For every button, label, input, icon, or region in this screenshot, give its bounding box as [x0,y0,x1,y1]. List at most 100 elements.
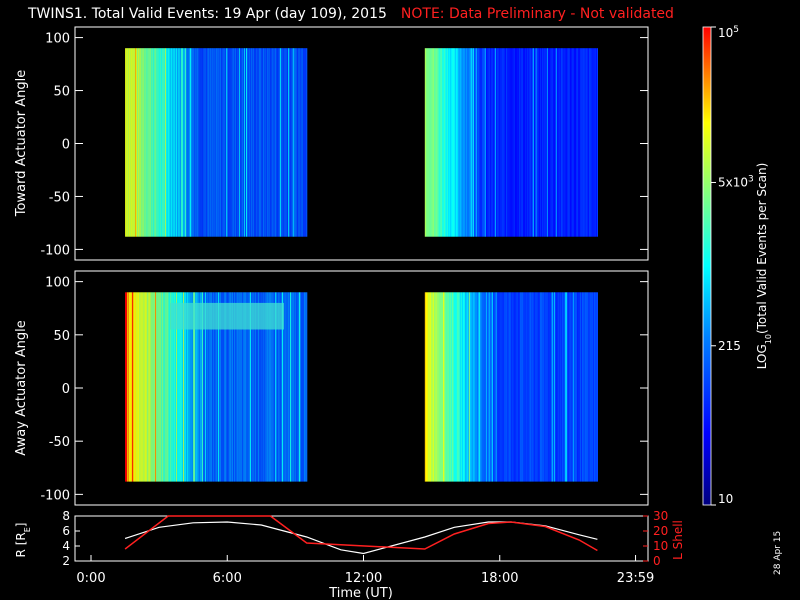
away-heatmap-column [289,292,291,482]
away-heatmap-column [505,292,507,482]
toward-heatmap-column [553,48,555,237]
away-heatmap-column [256,292,258,482]
away-heatmap-column [204,292,206,482]
toward-heatmap-column [211,48,213,237]
toward-heatmap-column [251,48,253,237]
away-heatmap-column [461,292,463,482]
toward-heatmap-column [306,48,308,237]
away-heatmap-column [524,292,526,482]
away-heatmap-column [495,292,497,482]
away-heatmap-column [167,292,169,482]
toward-heatmap-column [222,48,224,237]
away-heatmap-column [200,292,202,482]
toward-heatmap-column [484,48,486,237]
away-heatmap-column [491,292,493,482]
toward-heatmap-column [187,48,189,237]
toward-heatmap-column [254,48,256,237]
away-heatmap-column [460,292,462,482]
toward-heatmap-column [270,48,272,237]
away-heatmap-column [548,292,550,482]
toward-heatmap-column [186,48,188,237]
toward-heatmap-column [291,48,293,237]
away-heatmap-column [582,292,584,482]
away-heatmap-column [298,292,300,482]
away-heatmap-column [468,292,470,482]
away-heatmap [125,292,598,482]
toward-heatmap-column [184,48,186,237]
toward-heatmap-column [242,48,244,237]
toward-heatmap-column [452,48,454,237]
toward-heatmap-column [588,48,590,237]
away-heatmap-column [302,292,304,482]
toward-heatmap-column [253,48,255,237]
toward-heatmap-column [286,48,288,237]
toward-heatmap-column [586,48,588,237]
toward-heatmap-column [589,48,591,237]
toward-heatmap-column [177,48,179,237]
toward-heatmap-column [129,48,131,237]
toward-heatmap-column [562,48,564,237]
toward-heatmap-column [206,48,208,237]
away-heatmap-column [247,292,249,482]
toward-heatmap-column [460,48,462,237]
away-heatmap-column [457,292,459,482]
away-heatmap-column [475,292,477,482]
toward-y-tick-label: 0 [62,138,70,153]
toward-heatmap-column [188,48,190,237]
away-heatmap-column [175,292,177,482]
away-heatmap-column [222,292,224,482]
away-heatmap-column [272,292,274,482]
away-heatmap-column [283,292,285,482]
away-heatmap-column [436,292,438,482]
away-heatmap-column [427,292,429,482]
toward-heatmap-column [274,48,276,237]
time-x-tick-label: 6:00 [213,571,242,586]
toward-heatmap-column [517,48,519,237]
away-heatmap-column [275,292,277,482]
away-heatmap-column [248,292,250,482]
away-heatmap-column [261,292,263,482]
away-heatmap-column [152,292,154,482]
toward-heatmap-column [592,48,594,237]
away-heatmap-column [293,292,295,482]
away-heatmap-column [531,292,533,482]
toward-heatmap-column [265,48,267,237]
away-heatmap-column [509,292,511,482]
away-heatmap-column [216,292,218,482]
away-heatmap-column [258,292,260,482]
toward-heatmap-column [544,48,546,237]
toward-heatmap-column [243,48,245,237]
toward-heatmap-column [229,48,231,237]
toward-heatmap-column [442,48,444,237]
away-heatmap-column [540,292,542,482]
away-heatmap-column [587,292,589,482]
toward-heatmap-column [547,48,549,237]
away-heatmap-column [503,292,505,482]
toward-heatmap-column [299,48,301,237]
toward-heatmap-column [175,48,177,237]
toward-heatmap-column [249,48,251,237]
toward-heatmap-column [159,48,161,237]
toward-heatmap-column [232,48,234,237]
away-heatmap-column [192,292,194,482]
away-heatmap-column [591,292,593,482]
radius-series-line [124,521,598,555]
away-heatmap-column [235,292,237,482]
away-heatmap-column [215,292,217,482]
toward-heatmap-column [192,48,194,237]
away-heatmap-column [147,292,149,482]
away-heatmap-column [262,292,264,482]
toward-heatmap-column [481,48,483,237]
away-heatmap-column [140,292,142,482]
toward-heatmap-column [531,48,533,237]
away-heatmap-column [484,292,486,482]
toward-heatmap-column [250,48,252,237]
toward-heatmap-column [487,48,489,237]
toward-heatmap-column [189,48,191,237]
toward-heatmap-column [152,48,154,237]
away-heatmap-column [516,292,518,482]
away-heatmap-column [520,292,522,482]
away-heatmap-column [257,292,259,482]
toward-heatmap-column [514,48,516,237]
toward-y-axis: 100 50 0 -50 -100 [40,32,648,258]
